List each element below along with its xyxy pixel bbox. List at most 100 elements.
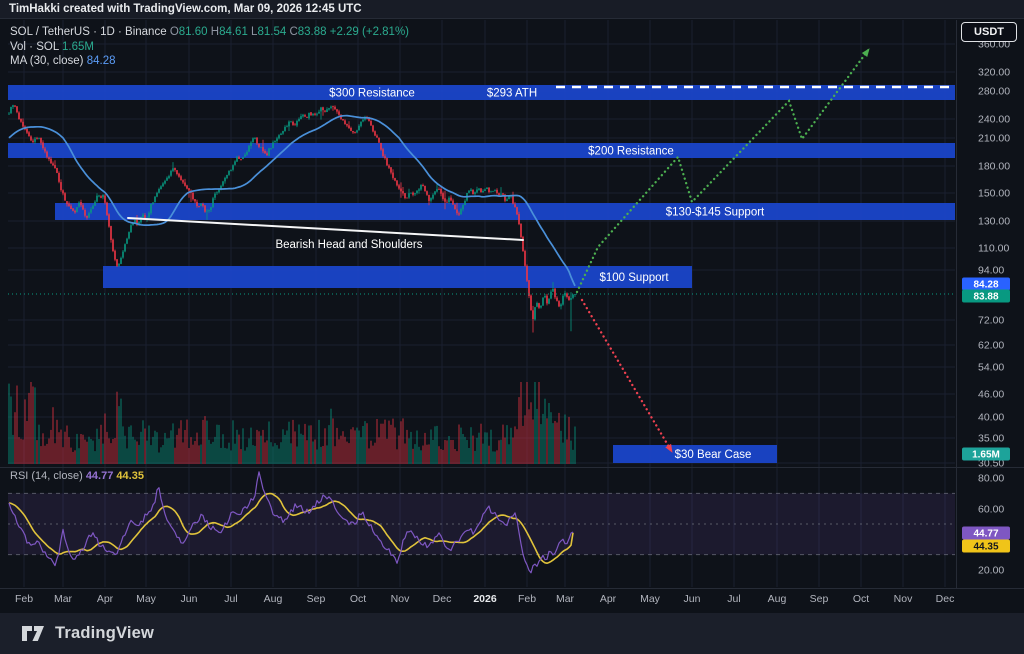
candle-body [472,189,474,194]
volume-bar [122,426,124,464]
candle-body [150,204,152,214]
price-axis-label: 54.00 [978,362,1004,374]
candle-body [174,167,176,171]
volume-bar [522,425,524,464]
band-labels: $300 Resistance $293 ATH $200 Resistance $1… [329,88,765,462]
volume-bar [296,446,298,464]
price-axis-label: 62.00 [978,340,1004,352]
candle-body [26,129,28,133]
candle-body [128,232,130,239]
volume-bar [154,430,156,464]
candle-body [314,113,316,115]
candle-body [352,131,354,133]
band-rect[interactable] [55,203,955,220]
volume-bar [100,424,102,464]
currency-toggle-button[interactable]: USDT [961,22,1017,42]
candle-body [524,250,526,266]
volume-bar [300,433,302,464]
candle-body [10,106,12,114]
candle-body [474,192,476,194]
band-rect[interactable] [103,266,692,288]
volume-bar [244,450,246,464]
volume-bar [376,419,378,464]
candle-body [264,151,266,154]
volume-bar [502,424,504,464]
candle-body [360,121,362,127]
volume-bar [264,442,266,464]
volume-bar [346,441,348,464]
candle-body [132,223,134,226]
volume-bar [438,446,440,464]
candle-body [356,130,358,133]
volume-bar [184,430,186,464]
volume-bar [330,408,332,464]
volume-bar [396,449,398,464]
ma-value: 84.28 [86,55,116,67]
volume-bar [30,382,32,464]
candle-body [56,168,58,173]
volume-bar [444,440,446,464]
band-rect[interactable] [8,143,955,158]
price-axis-label: 280.00 [978,86,1010,98]
volume-bar [288,421,290,464]
candle-body [300,116,302,119]
volume-bar [406,429,408,464]
bull-case-projection-arrowhead [861,48,870,58]
volume-bar [442,449,444,464]
candle-body [196,201,198,206]
volume-bar [318,419,320,464]
bear-case-projection[interactable] [580,298,674,454]
band-rect[interactable] [613,445,777,463]
candle-body [444,198,446,202]
candle-body [478,188,480,190]
volume-bar [470,427,472,464]
symbol-title[interactable]: SOL / TetherUS · 1D · Binance [10,26,167,38]
head-and-shoulders-neckline[interactable] [127,217,524,241]
candle-body [336,109,338,112]
volume-bar [530,402,532,464]
volume-bar [348,443,350,464]
rsi-legend[interactable]: RSI (14, close) 44.77 44.35 [10,470,144,482]
candle-body [34,138,36,142]
volume-bar [518,397,520,464]
candle-body [114,250,116,260]
candle-body [400,188,402,192]
volume-bar [140,431,142,464]
volume-bar [416,430,418,464]
candle-body [560,304,562,307]
band-rect[interactable] [8,85,955,100]
support-resistance-bands[interactable] [8,85,955,463]
candle-body [180,176,182,180]
candle-body [188,188,190,191]
volume-bar [482,443,484,464]
volume-bar [334,446,336,464]
price-scale[interactable]: 360.00320.00280.00240.00210.00180.00150.… [978,39,1010,577]
rsi-plot [8,471,574,574]
candle-body [338,111,340,115]
volume-bar [194,441,196,464]
volume-bar [424,432,426,464]
candle-body [282,131,284,134]
candle-body [172,168,174,171]
candle-body [260,147,262,148]
symbol-legend[interactable]: SOL / TetherUS · 1D · Binance O81.60 H84… [10,25,409,69]
candle-body [224,177,226,182]
candle-body [90,209,92,213]
volume-bar [186,419,188,464]
candle-body [484,189,486,191]
candle-body [242,157,244,159]
candle-body [470,189,472,192]
rsi-label: RSI (14, close) [10,470,83,482]
volume-bar [316,449,318,464]
ma-label: MA (30, close) [10,55,84,67]
volume-bar [44,445,46,464]
time-scale[interactable]: Feb Mar Apr May Jun Jul Aug Sep Oct Nov Dec 2026 Feb… [15,593,954,605]
volume-bar [60,429,62,464]
volume-bar [24,399,26,464]
volume-bar [390,424,392,464]
volume-bar [152,436,154,464]
bull-case-projection[interactable] [575,47,871,294]
candle-body [516,207,518,215]
volume-bar [256,429,258,464]
